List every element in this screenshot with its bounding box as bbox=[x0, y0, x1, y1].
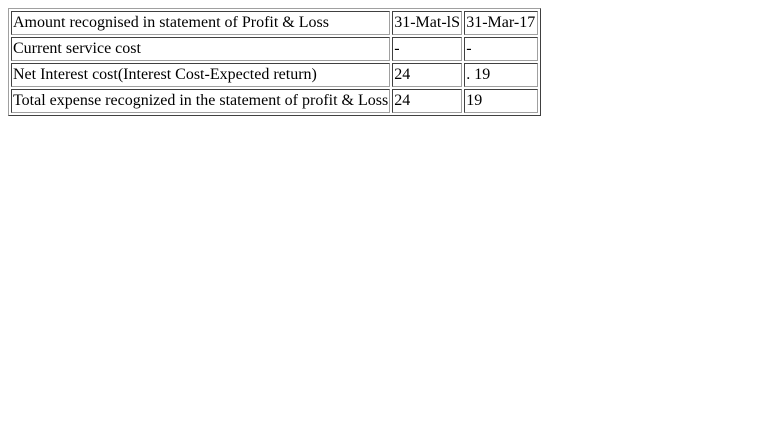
row-label-cell: Net Interest cost(Interest Cost-Expected… bbox=[11, 63, 391, 87]
row-value-cell-1: 24 bbox=[392, 63, 463, 87]
table-row: Total expense recognized in the statemen… bbox=[11, 89, 539, 113]
row-value-cell-1: 24 bbox=[392, 89, 463, 113]
row-value-cell-2: . 19 bbox=[464, 63, 539, 87]
expense-table-container: Amount recognised in statement of Profit… bbox=[8, 8, 542, 116]
header-date-cell-1: 31-Mat-lS bbox=[392, 11, 463, 35]
header-label-cell: Amount recognised in statement of Profit… bbox=[11, 11, 391, 35]
row-value-cell-2: - bbox=[464, 37, 539, 61]
header-date-cell-2: 31-Mar-17 bbox=[464, 11, 539, 35]
row-label-cell: Current service cost bbox=[11, 37, 391, 61]
row-value-cell-1: - bbox=[392, 37, 463, 61]
table-row: Current service cost - - bbox=[11, 37, 539, 61]
row-value-cell-2: 19 bbox=[464, 89, 539, 113]
profit-loss-expense-table: Amount recognised in statement of Profit… bbox=[8, 8, 542, 116]
table-header-row: Amount recognised in statement of Profit… bbox=[11, 11, 539, 35]
row-label-cell: Total expense recognized in the statemen… bbox=[11, 89, 391, 113]
table-row: Net Interest cost(Interest Cost-Expected… bbox=[11, 63, 539, 87]
